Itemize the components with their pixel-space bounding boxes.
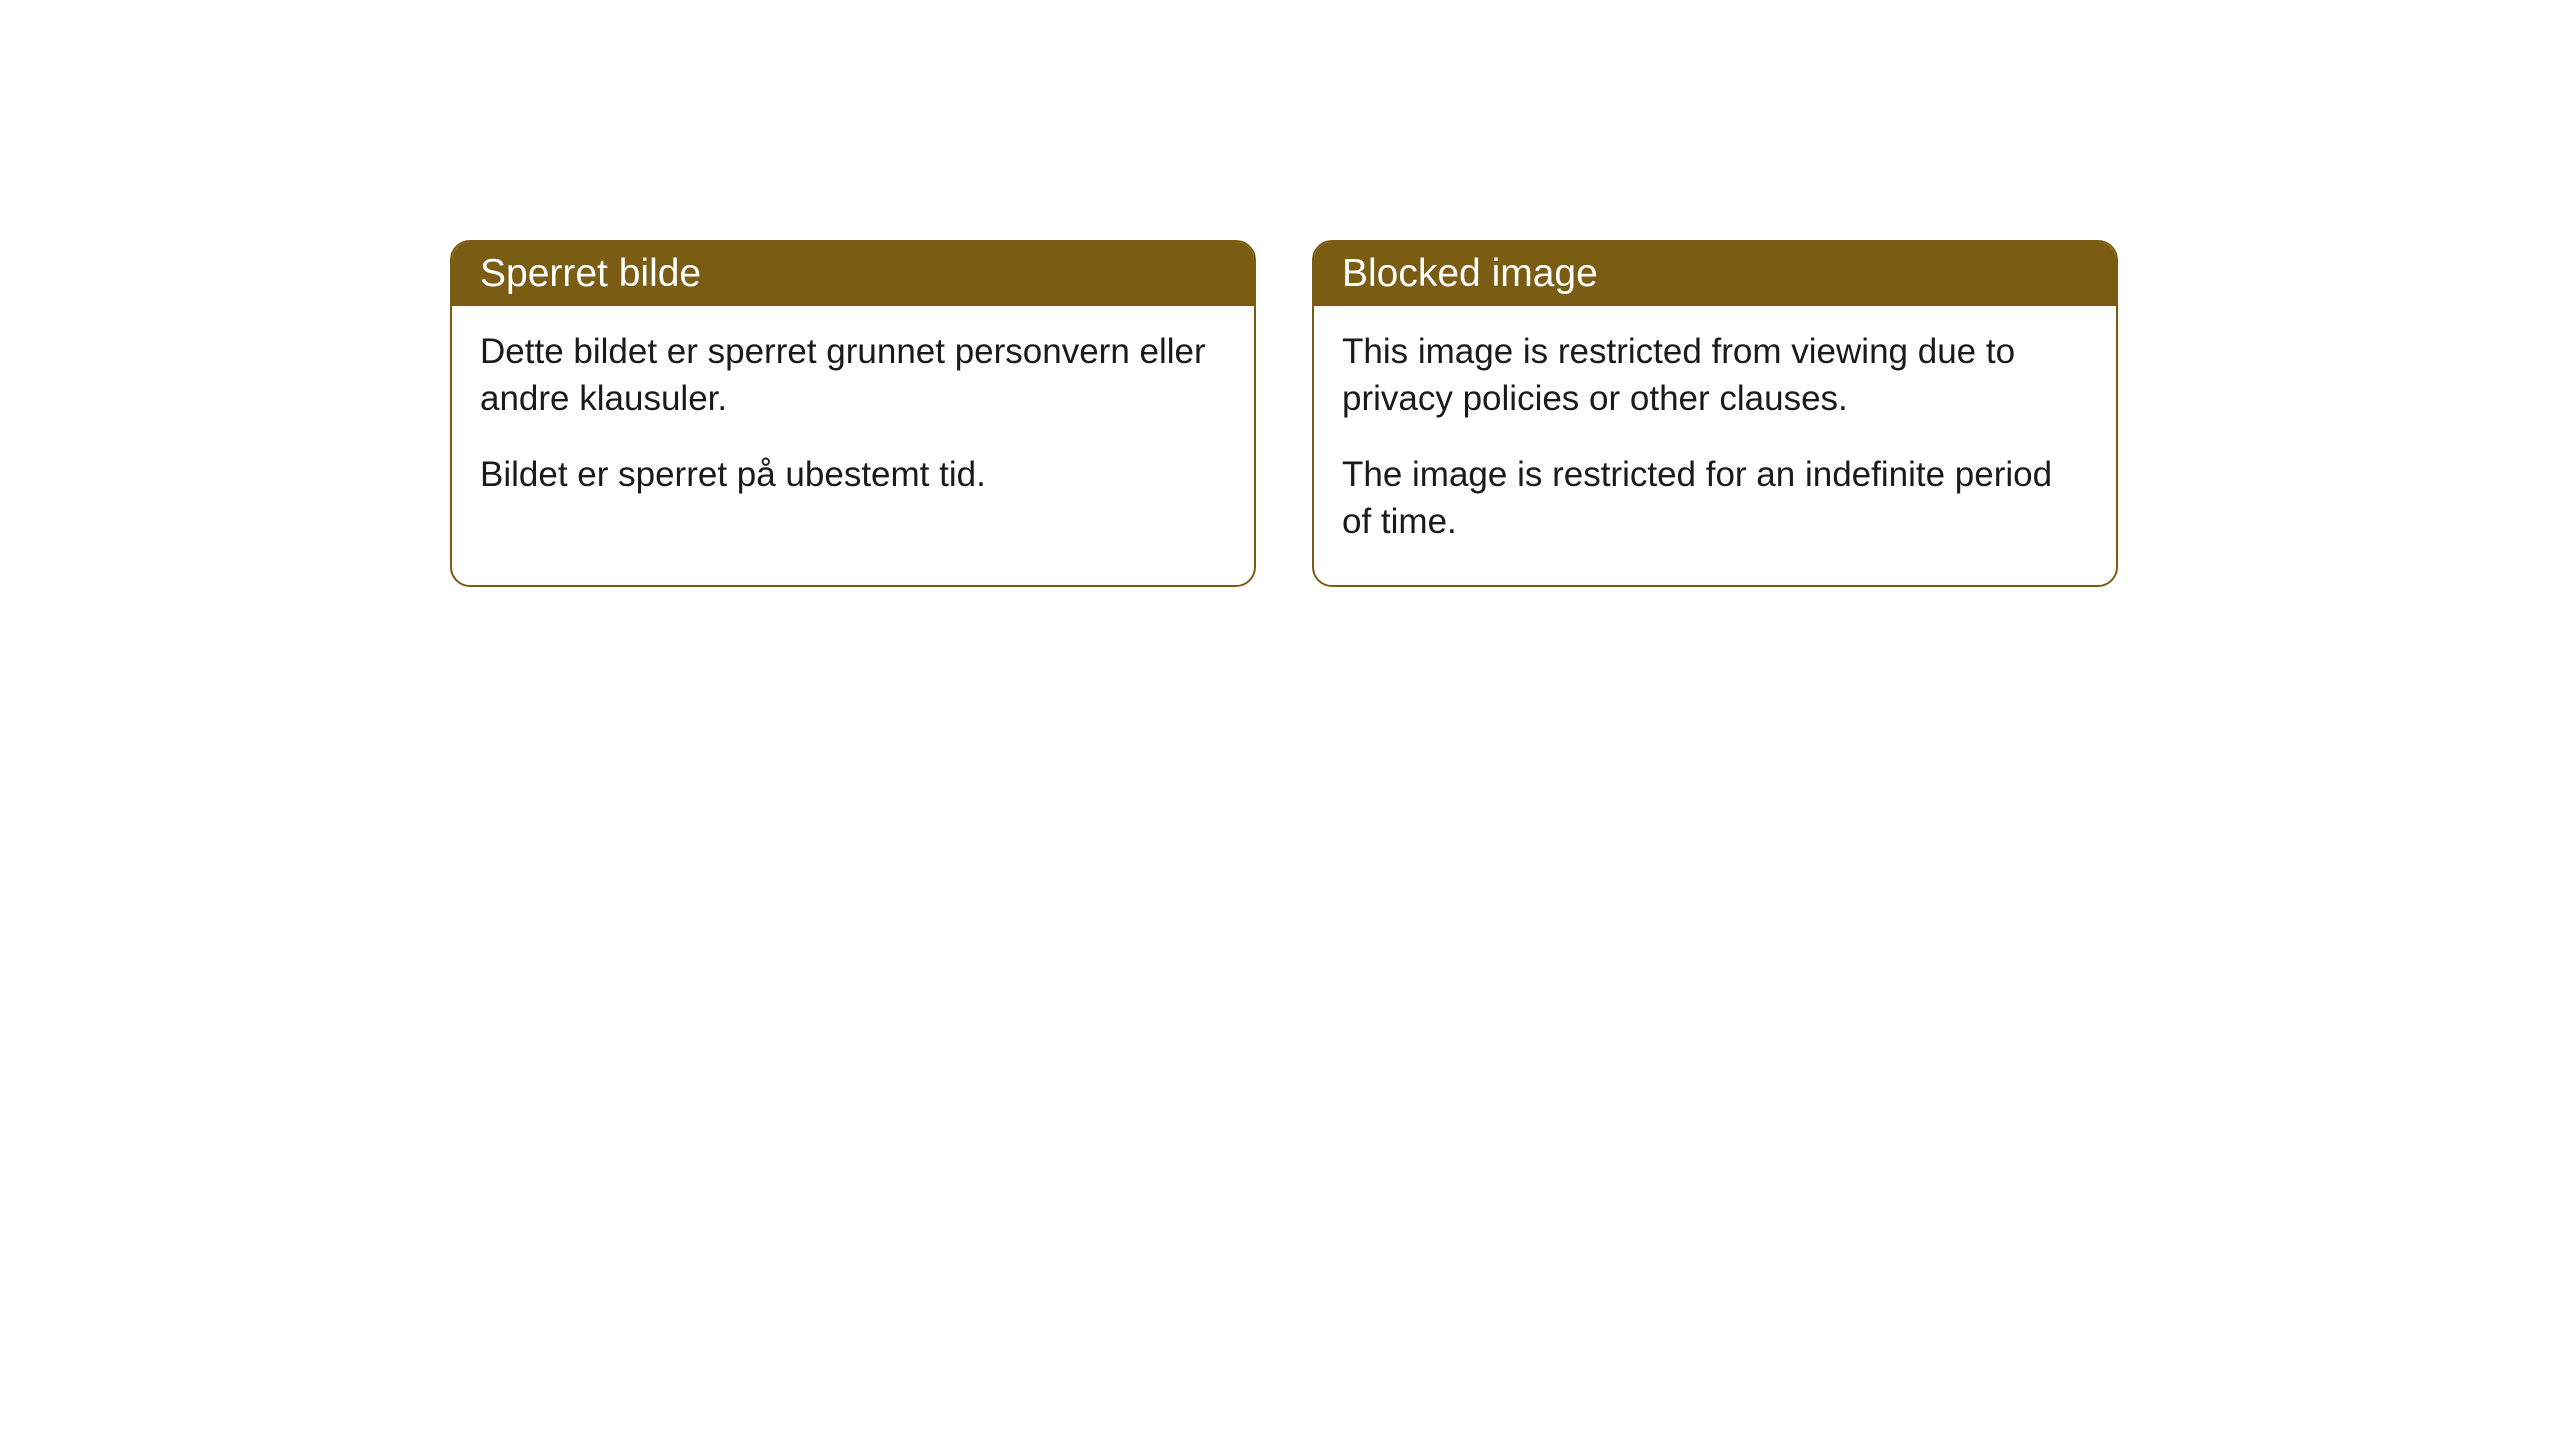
- blocked-image-card-english: Blocked image This image is restricted f…: [1312, 240, 2118, 587]
- card-body: Dette bildet er sperret grunnet personve…: [452, 306, 1254, 538]
- card-paragraph: This image is restricted from viewing du…: [1342, 328, 2088, 423]
- cards-container: Sperret bilde Dette bildet er sperret gr…: [450, 240, 2118, 587]
- card-paragraph: Dette bildet er sperret grunnet personve…: [480, 328, 1226, 423]
- card-header: Sperret bilde: [452, 242, 1254, 306]
- blocked-image-card-norwegian: Sperret bilde Dette bildet er sperret gr…: [450, 240, 1256, 587]
- card-body: This image is restricted from viewing du…: [1314, 306, 2116, 585]
- card-paragraph: Bildet er sperret på ubestemt tid.: [480, 451, 1226, 498]
- card-paragraph: The image is restricted for an indefinit…: [1342, 451, 2088, 546]
- card-header: Blocked image: [1314, 242, 2116, 306]
